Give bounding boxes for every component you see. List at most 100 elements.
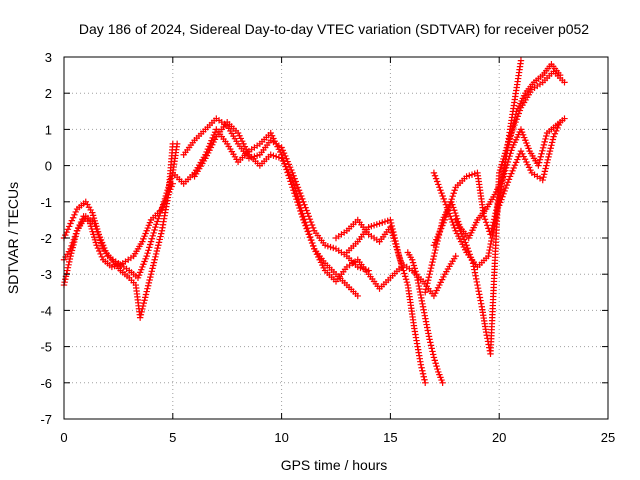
data-point bbox=[402, 276, 410, 283]
data-point bbox=[299, 210, 306, 217]
data-point bbox=[279, 147, 287, 154]
data-point bbox=[546, 150, 553, 158]
data-point bbox=[430, 242, 438, 249]
data-point bbox=[553, 127, 560, 135]
data-point bbox=[543, 159, 551, 166]
data-point bbox=[542, 165, 549, 172]
data-point bbox=[419, 370, 427, 377]
data-point bbox=[445, 210, 453, 217]
data-point bbox=[168, 183, 175, 190]
y-axis-label: SDTVAR / TECUs bbox=[5, 182, 21, 294]
series-track-7 bbox=[332, 216, 459, 300]
data-point bbox=[278, 144, 285, 151]
data-point bbox=[452, 216, 459, 224]
data-point bbox=[434, 365, 441, 373]
data-point bbox=[429, 351, 437, 358]
data-point bbox=[412, 268, 419, 275]
data-point bbox=[136, 314, 144, 321]
data-point bbox=[542, 135, 549, 143]
data-point bbox=[61, 278, 68, 286]
data-point bbox=[537, 153, 544, 160]
data-point bbox=[426, 336, 433, 343]
data-point bbox=[310, 242, 317, 250]
data-point bbox=[387, 219, 395, 227]
series-track-13 bbox=[430, 57, 525, 271]
data-point bbox=[93, 242, 100, 249]
data-point bbox=[496, 169, 503, 177]
data-point bbox=[438, 189, 445, 197]
data-point bbox=[433, 236, 440, 243]
data-points bbox=[60, 57, 568, 386]
data-point bbox=[66, 223, 73, 230]
data-point bbox=[451, 209, 459, 217]
data-point bbox=[139, 305, 146, 313]
series-track-4 bbox=[169, 126, 361, 300]
x-tick-label: 20 bbox=[492, 430, 506, 445]
data-point bbox=[420, 373, 427, 380]
data-point bbox=[431, 357, 438, 364]
data-point bbox=[539, 176, 546, 184]
data-point bbox=[153, 221, 160, 228]
data-point bbox=[485, 249, 493, 257]
data-point bbox=[442, 201, 450, 208]
data-point bbox=[512, 159, 520, 166]
data-point bbox=[149, 265, 156, 272]
data-point bbox=[408, 256, 416, 263]
data-point bbox=[393, 240, 400, 248]
data-point bbox=[417, 361, 425, 368]
data-point bbox=[138, 308, 145, 316]
data-point bbox=[517, 57, 525, 64]
data-point bbox=[535, 159, 543, 166]
data-point bbox=[159, 203, 167, 210]
data-point bbox=[421, 376, 428, 383]
data-point bbox=[449, 218, 456, 226]
data-point bbox=[397, 258, 405, 266]
data-point bbox=[433, 362, 440, 370]
data-point bbox=[555, 121, 563, 129]
data-point bbox=[152, 223, 159, 231]
data-point bbox=[308, 221, 316, 229]
x-tick-label: 10 bbox=[274, 430, 288, 445]
data-point bbox=[436, 227, 444, 235]
x-tick-label: 5 bbox=[169, 430, 176, 445]
data-point bbox=[505, 176, 513, 183]
data-point bbox=[513, 116, 520, 123]
data-point bbox=[157, 233, 164, 240]
data-point bbox=[295, 199, 303, 206]
y-tick-label: 2 bbox=[45, 86, 52, 101]
data-point bbox=[424, 277, 432, 284]
data-point bbox=[296, 201, 304, 209]
data-point bbox=[431, 249, 438, 257]
data-point bbox=[144, 282, 152, 289]
data-point bbox=[143, 288, 150, 295]
data-point bbox=[292, 188, 300, 195]
y-tick-label: -5 bbox=[40, 340, 52, 355]
data-point bbox=[62, 276, 69, 283]
data-point bbox=[447, 198, 454, 206]
data-point bbox=[146, 276, 153, 284]
data-point bbox=[448, 195, 455, 203]
data-point bbox=[511, 161, 519, 169]
data-point bbox=[151, 226, 158, 234]
data-point bbox=[502, 184, 509, 192]
data-point bbox=[433, 178, 441, 185]
data-point bbox=[161, 200, 168, 207]
data-point bbox=[450, 221, 457, 229]
data-point bbox=[154, 244, 161, 252]
data-point bbox=[145, 279, 153, 287]
data-point bbox=[399, 264, 406, 271]
data-point bbox=[426, 271, 433, 278]
data-point bbox=[150, 262, 157, 269]
data-point bbox=[428, 345, 435, 352]
data-point bbox=[539, 147, 546, 154]
data-point bbox=[432, 360, 439, 367]
data-point bbox=[431, 172, 439, 179]
data-point bbox=[440, 219, 447, 226]
data-point bbox=[167, 186, 174, 193]
data-point bbox=[144, 250, 151, 257]
series-track-8 bbox=[343, 216, 429, 386]
series-track-9 bbox=[404, 249, 446, 386]
y-tick-label: -6 bbox=[40, 376, 52, 391]
data-point bbox=[306, 215, 314, 223]
data-point bbox=[485, 252, 492, 260]
